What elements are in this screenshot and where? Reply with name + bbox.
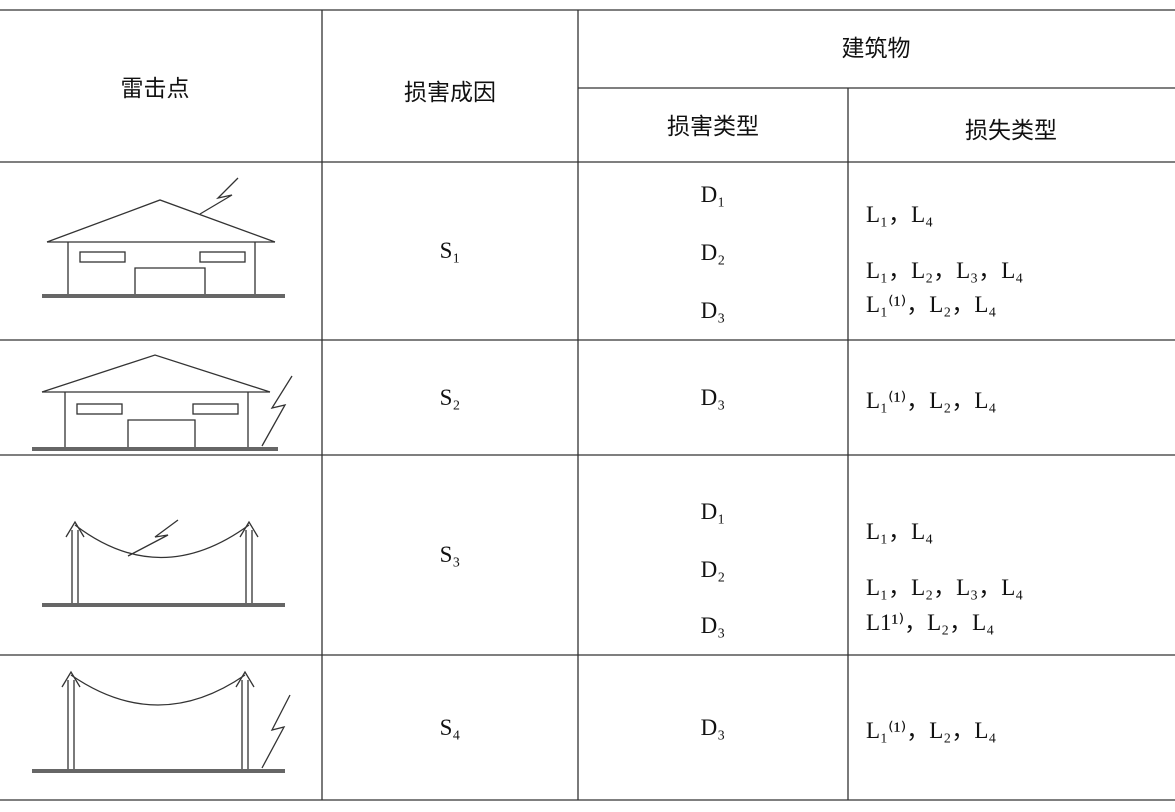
- damage-type: D₁: [700, 499, 726, 524]
- header-cell: 损害成因: [404, 80, 496, 106]
- source-cell: S₂: [439, 384, 461, 410]
- header-cell: 建筑物: [841, 36, 911, 62]
- loss-type: L₁⁽¹⁾，L₂，L₄: [866, 292, 997, 317]
- header-cell: 损害类型: [667, 114, 759, 140]
- icon-line-strike-line: [42, 519, 285, 607]
- icon-line-strike-near: [32, 670, 291, 773]
- header-cell: 损失类型: [965, 118, 1057, 144]
- header-cell: 雷击点: [120, 76, 190, 102]
- damage-type: D₃: [700, 298, 726, 323]
- loss-type: L1¹⁾，L₂，L₄: [866, 610, 995, 635]
- damage-type: D₃: [700, 714, 726, 740]
- damage-type: D₃: [700, 384, 726, 410]
- loss-type: L₁⁽¹⁾，L₂，L₄: [866, 387, 997, 413]
- damage-type: D₂: [700, 240, 726, 265]
- loss-type: L₁，L₂，L₃，L₄: [866, 258, 1024, 283]
- icon-house-strike-roof: [42, 177, 285, 298]
- source-cell: S₄: [439, 714, 461, 740]
- damage-type: D₂: [700, 557, 726, 582]
- loss-type: L₁，L₄: [866, 519, 934, 544]
- source-cell: S₃: [439, 542, 461, 567]
- source-cell: S₁: [439, 238, 461, 263]
- damage-type: D₁: [700, 182, 726, 207]
- loss-type: L₁，L₄: [866, 202, 934, 227]
- loss-type: L₁，L₂，L₃，L₄: [866, 575, 1024, 600]
- damage-type: D₃: [700, 613, 726, 638]
- icon-house-strike-near: [32, 354, 293, 451]
- loss-type: L₁⁽¹⁾，L₂，L₄: [866, 717, 997, 743]
